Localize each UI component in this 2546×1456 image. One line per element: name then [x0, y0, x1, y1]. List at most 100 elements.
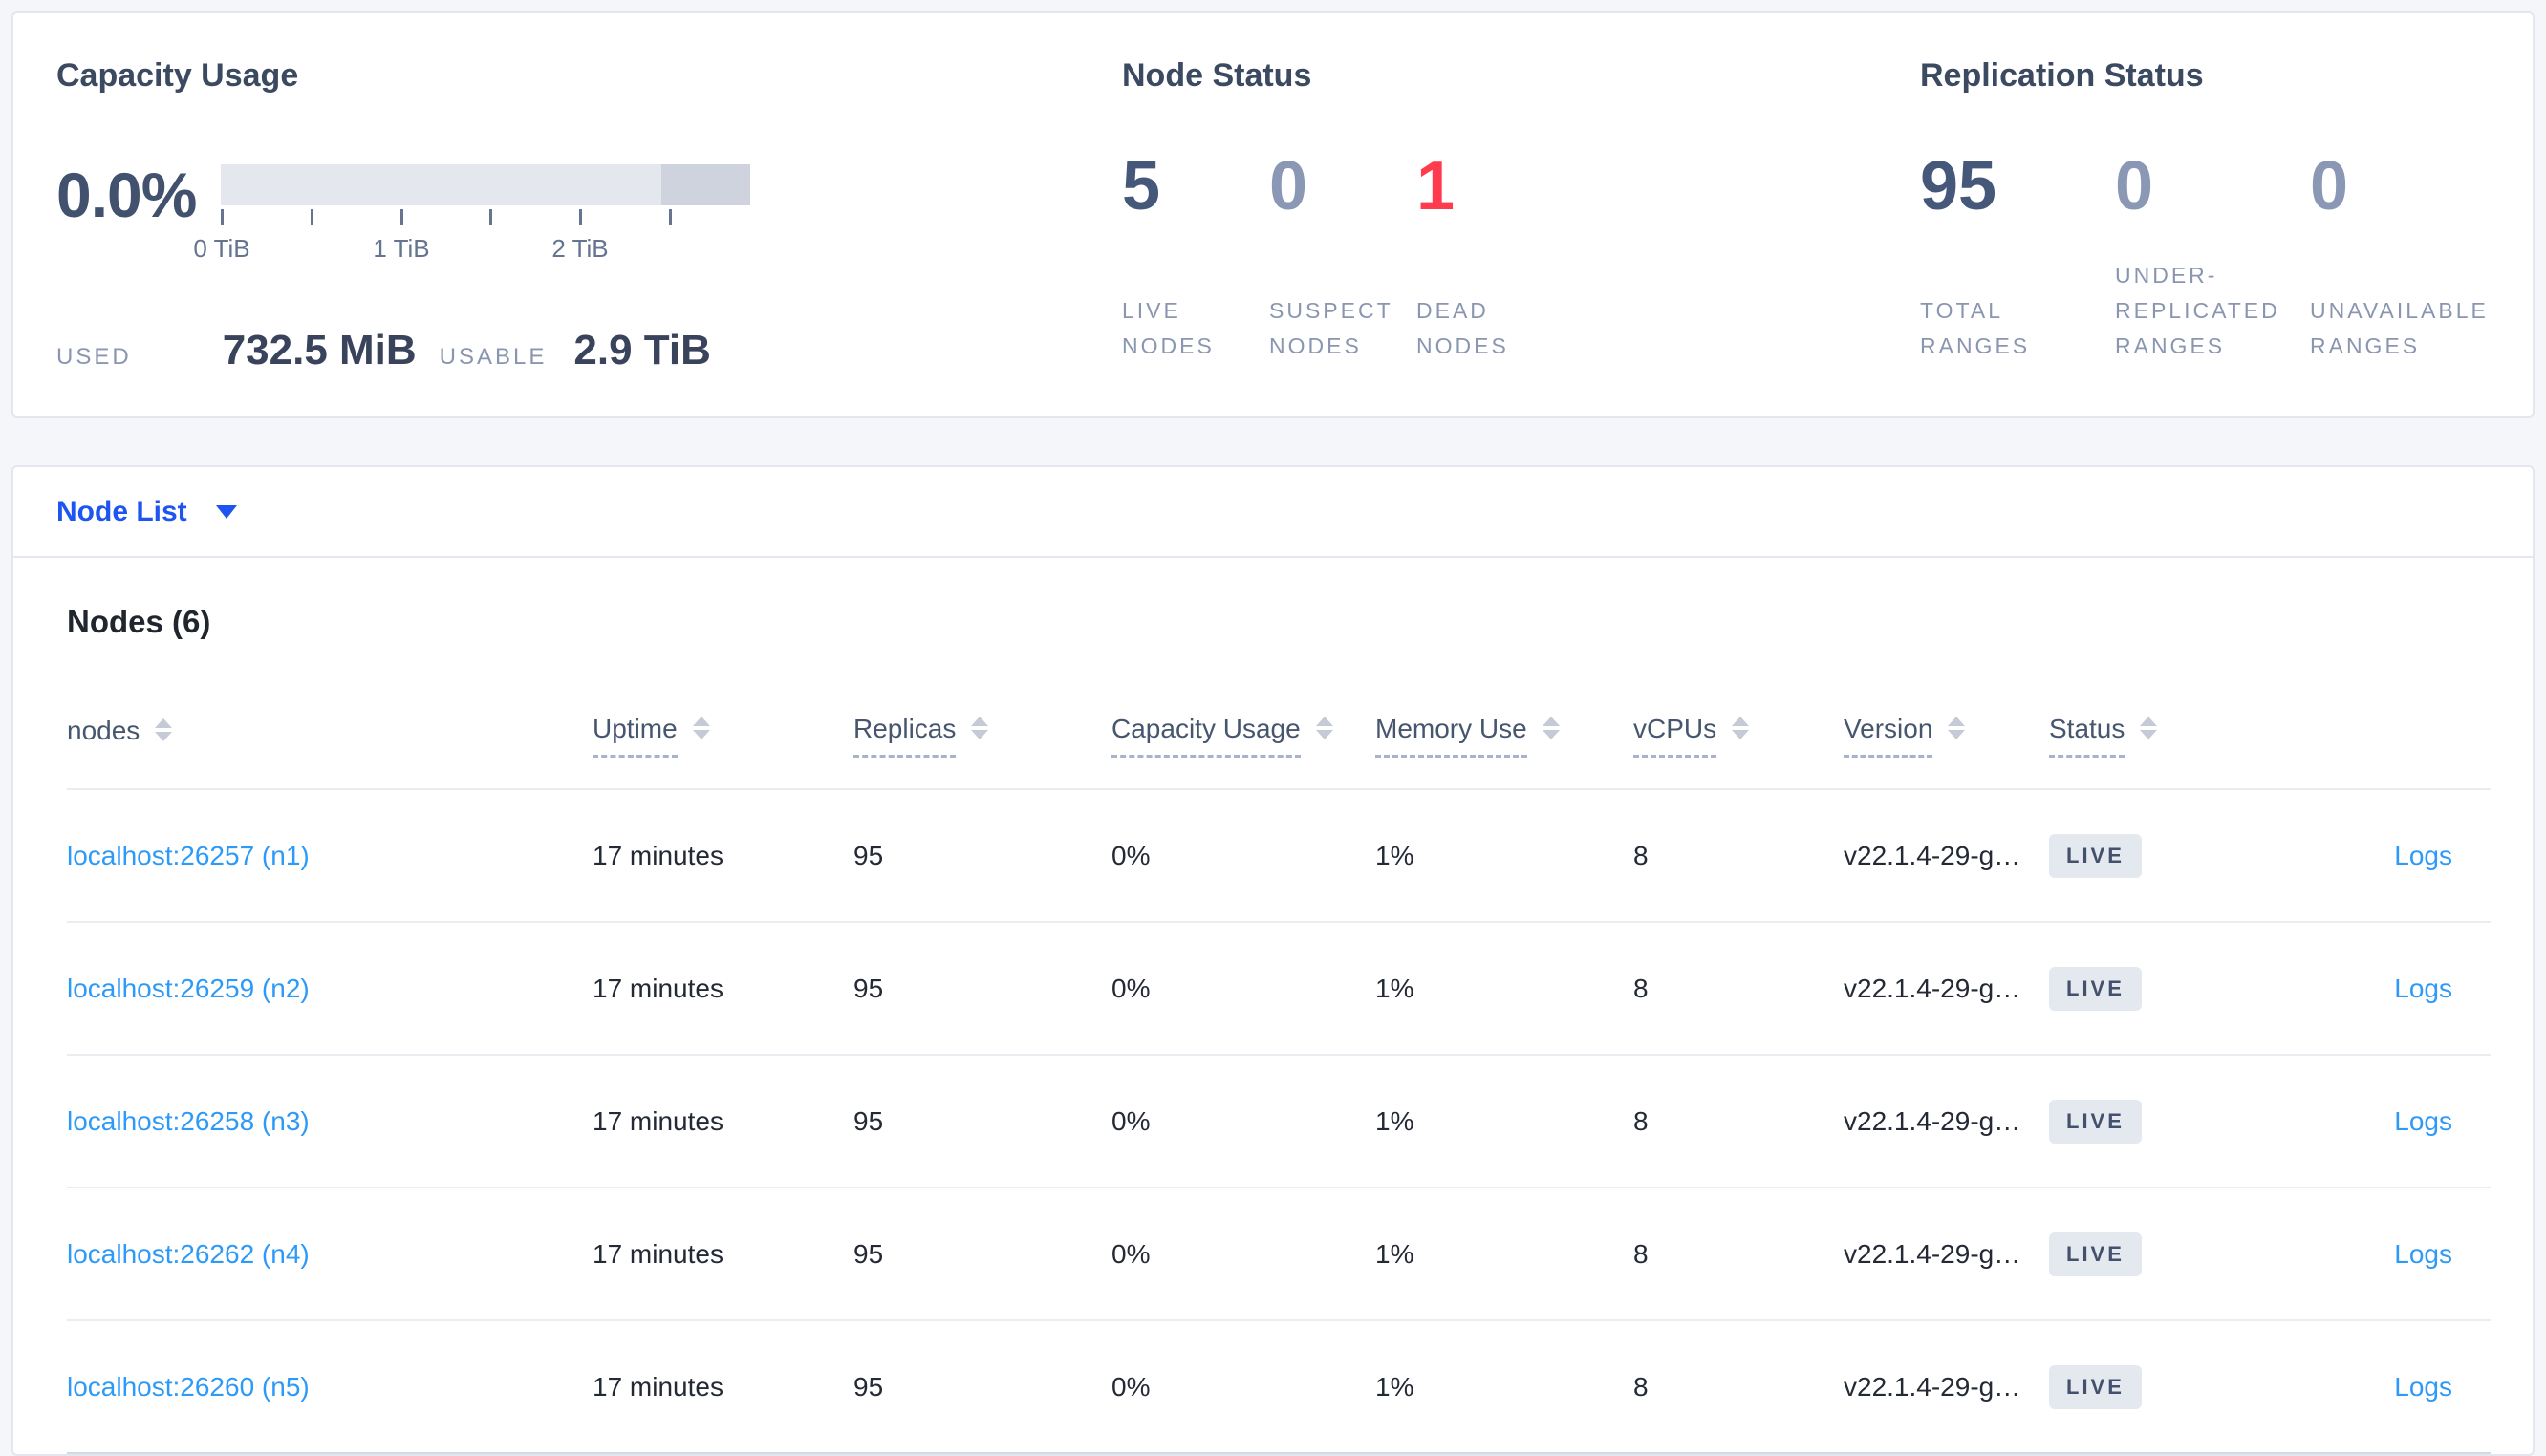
capacity-usage-cell: 0%: [1111, 789, 1375, 923]
used-value: 732.5 MiB: [222, 327, 417, 374]
memory-use-cell: 1%: [1375, 1320, 1633, 1454]
total-ranges-label: TOTAL RANGES: [1920, 298, 2031, 358]
sort-icon[interactable]: [1542, 717, 1560, 739]
memory-use-cell: 1%: [1375, 1055, 1633, 1188]
axis-label-1tib: 1 TiB: [373, 234, 430, 263]
sort-icon[interactable]: [2140, 717, 2158, 739]
replicas-cell: 95: [853, 1320, 1111, 1454]
capacity-bar-usable-segment: [221, 164, 661, 205]
capacity-usage-cell: 0%: [1111, 922, 1375, 1056]
logs-link[interactable]: Logs: [2394, 1371, 2452, 1402]
replicas-cell: 95: [853, 789, 1111, 923]
cluster-summary-card: Capacity Usage 0.0%: [11, 11, 2535, 418]
used-label: USED: [56, 344, 132, 370]
node-link[interactable]: localhost:26258 (n3): [67, 1105, 310, 1136]
axis-label-2tib: 2 TiB: [551, 234, 609, 263]
capacity-usage-cell: 0%: [1111, 1188, 1375, 1321]
sort-icon[interactable]: [155, 717, 173, 741]
replicas-cell: 95: [853, 1188, 1111, 1321]
memory-use-cell: 1%: [1375, 922, 1633, 1056]
logs-link[interactable]: Logs: [2394, 840, 2452, 870]
node-link[interactable]: localhost:26262 (n4): [67, 1238, 310, 1269]
column-header-version[interactable]: Version: [1844, 642, 2049, 790]
status-badge: LIVE: [2049, 1231, 2142, 1276]
unavailable-ranges-value: 0: [2310, 148, 2349, 225]
status-badge: LIVE: [2049, 966, 2142, 1011]
node-list-card: Node List Nodes (6) nodes: [11, 465, 2535, 1456]
dead-nodes-value: 1: [1416, 148, 1456, 225]
logs-link[interactable]: Logs: [2394, 973, 2452, 1003]
column-header-replicas[interactable]: Replicas: [853, 642, 1111, 790]
table-row-node-2: localhost:26259 (n2) 17 minutes 95 0% 1%…: [67, 922, 2491, 1056]
logs-link[interactable]: Logs: [2394, 1238, 2452, 1269]
capacity-bar: [221, 164, 750, 205]
table-row-node-3: localhost:26258 (n3) 17 minutes 95 0% 1%…: [67, 1055, 2491, 1188]
chevron-down-icon: [215, 504, 237, 519]
memory-use-cell: 1%: [1375, 789, 1633, 923]
live-nodes-value: 5: [1122, 148, 1161, 225]
status-badge: LIVE: [2049, 1099, 2142, 1144]
total-ranges-stat: 95 TOTAL RANGES: [1920, 150, 2115, 364]
sort-icon[interactable]: [1948, 717, 1966, 739]
under-replicated-ranges-stat: 0 UNDER-REPLICATED RANGES: [2115, 150, 2310, 364]
capacity-bar-chart: 0 TiB 1 TiB 2 TiB: [193, 164, 750, 263]
vcpus-cell: 8: [1633, 1055, 1844, 1188]
table-header-row: nodes Uptime Replicas Capacity Usag: [67, 642, 2491, 790]
suspect-nodes-label: SUSPECT NODES: [1269, 298, 1393, 358]
vcpus-cell: 8: [1633, 789, 1844, 923]
sort-icon[interactable]: [1732, 717, 1750, 739]
memory-use-cell: 1%: [1375, 1188, 1633, 1321]
suspect-nodes-stat: 0 SUSPECT NODES: [1269, 150, 1416, 364]
suspect-nodes-value: 0: [1269, 148, 1308, 225]
replicas-cell: 95: [853, 922, 1111, 1056]
status-badge: LIVE: [2049, 1364, 2142, 1409]
column-header-memory-use[interactable]: Memory Use: [1375, 642, 1633, 790]
uptime-cell: 17 minutes: [593, 789, 853, 923]
column-header-status[interactable]: Status: [2049, 642, 2288, 790]
capacity-bar-other-segment: [661, 164, 750, 205]
view-selector-label[interactable]: Node List: [56, 495, 187, 527]
node-link[interactable]: localhost:26257 (n1): [67, 840, 310, 870]
replication-status-title: Replication Status: [1920, 57, 2204, 94]
uptime-cell: 17 minutes: [593, 1188, 853, 1321]
table-row-node-4: localhost:26262 (n4) 17 minutes 95 0% 1%…: [67, 1188, 2491, 1321]
node-link[interactable]: localhost:26260 (n5): [67, 1371, 310, 1402]
logs-link[interactable]: Logs: [2394, 1105, 2452, 1136]
status-badge: LIVE: [2049, 833, 2142, 878]
live-nodes-label: LIVE NODES: [1122, 298, 1215, 358]
column-header-nodes[interactable]: nodes: [67, 642, 593, 790]
version-cell: v22.1.4-29-g…: [1844, 1188, 2049, 1321]
node-link[interactable]: localhost:26259 (n2): [67, 973, 310, 1003]
unavailable-ranges-stat: 0 UNAVAILABLE RANGES: [2310, 150, 2505, 364]
sort-icon[interactable]: [1315, 717, 1333, 739]
under-replicated-ranges-label: UNDER-REPLICATED RANGES: [2115, 263, 2280, 358]
uptime-cell: 17 minutes: [593, 1320, 853, 1454]
nodes-count-heading: Nodes (6): [67, 604, 211, 639]
under-replicated-ranges-value: 0: [2115, 148, 2154, 225]
uptime-cell: 17 minutes: [593, 1055, 853, 1188]
unavailable-ranges-label: UNAVAILABLE RANGES: [2310, 298, 2489, 358]
vcpus-cell: 8: [1633, 922, 1844, 1056]
dead-nodes-stat: 1 DEAD NODES: [1416, 150, 1564, 364]
column-header-capacity-usage[interactable]: Capacity Usage: [1111, 642, 1375, 790]
vcpus-cell: 8: [1633, 1320, 1844, 1454]
capacity-usage-section: Capacity Usage 0.0%: [56, 54, 750, 374]
sort-icon[interactable]: [692, 717, 710, 739]
column-header-vcpus[interactable]: vCPUs: [1633, 642, 1844, 790]
node-status-title: Node Status: [1122, 57, 1312, 94]
version-cell: v22.1.4-29-g…: [1844, 922, 2049, 1056]
version-cell: v22.1.4-29-g…: [1844, 789, 2049, 923]
table-row-node-1: localhost:26257 (n1) 17 minutes 95 0% 1%…: [67, 789, 2491, 923]
node-status-section: Node Status 5 LIVE NODES 0 SUSPECT NODES…: [1122, 54, 1564, 364]
view-selector-dropdown[interactable]: Node List: [13, 467, 2533, 558]
dead-nodes-label: DEAD NODES: [1416, 298, 1509, 358]
replicas-cell: 95: [853, 1055, 1111, 1188]
column-header-uptime[interactable]: Uptime: [593, 642, 853, 790]
capacity-used-percent: 0.0%: [56, 160, 197, 230]
sort-icon[interactable]: [971, 717, 989, 739]
version-cell: v22.1.4-29-g…: [1844, 1055, 2049, 1188]
live-nodes-stat: 5 LIVE NODES: [1122, 150, 1269, 364]
usable-label: USABLE: [439, 344, 548, 370]
usable-value: 2.9 TiB: [573, 327, 711, 374]
